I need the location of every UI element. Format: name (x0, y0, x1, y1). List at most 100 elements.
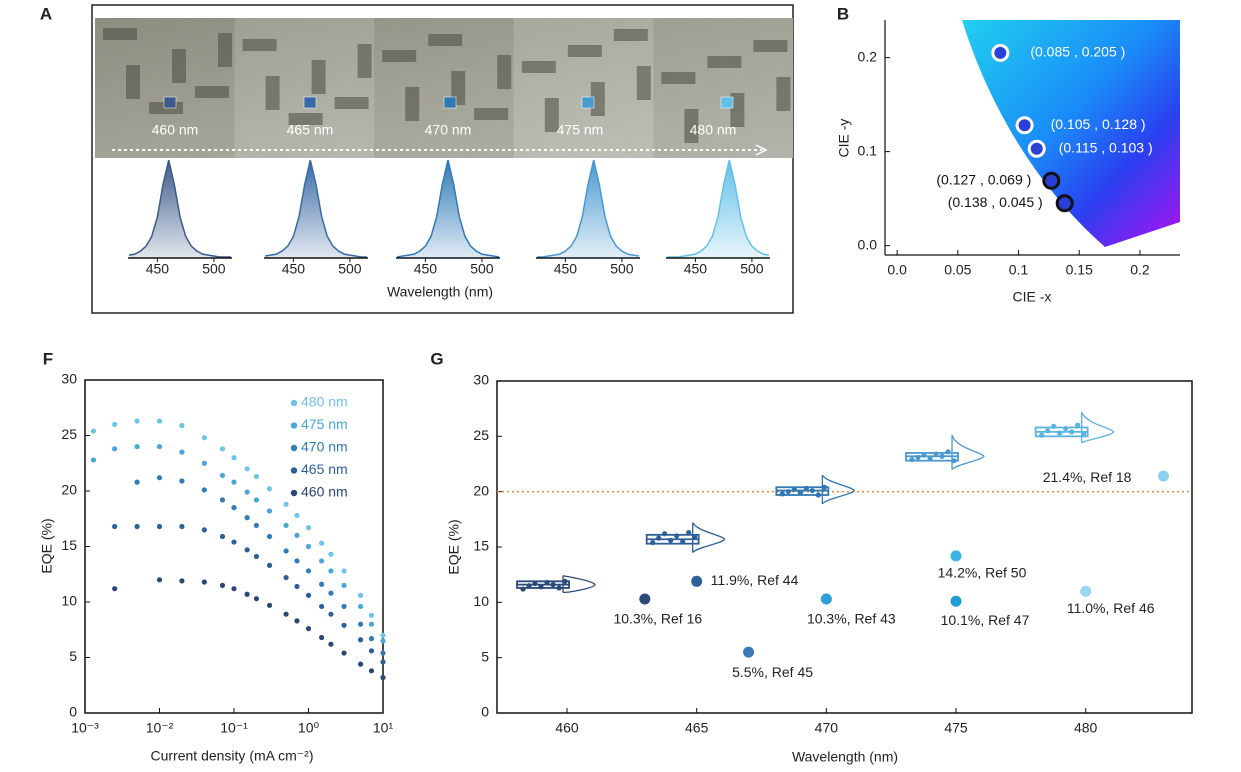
spectrum-fill (265, 160, 367, 258)
eqe-point (201, 487, 207, 493)
eqe-point (134, 444, 140, 450)
spectrum-fill (537, 160, 639, 258)
eqe-point (156, 475, 163, 481)
reference-label: 10.1%, Ref 47 (941, 612, 1030, 628)
half-violin (821, 474, 856, 505)
eqe-point (357, 661, 364, 667)
distribution-point (951, 458, 957, 464)
panel-label: F (43, 349, 53, 368)
cie-point (991, 43, 1010, 62)
spectrum-fill (667, 160, 769, 258)
photo-label: 465 nm (287, 122, 334, 138)
eqe-point (319, 540, 325, 546)
cie-point (1015, 116, 1034, 135)
eqe-point (305, 525, 312, 531)
electrode (451, 71, 466, 105)
eqe-point (201, 460, 207, 466)
eqe-point (201, 527, 207, 533)
eqe-point (134, 523, 140, 530)
y-tick-label: 0 (69, 704, 77, 720)
x-tick-label: 450 (414, 261, 438, 277)
distribution-point (933, 451, 939, 457)
point-label: (0.138 , 0.045 ) (948, 194, 1043, 210)
eqe-point (283, 611, 289, 617)
emission-spot (720, 96, 734, 109)
electrode (382, 50, 417, 62)
reference-label: 10.3%, Ref 43 (807, 611, 896, 627)
x-tick-label: 0.0 (887, 262, 907, 278)
eqe-point (357, 621, 364, 627)
y-tick-label: 0.0 (858, 236, 878, 252)
half-violin (692, 522, 726, 554)
eqe-point (368, 648, 375, 654)
eqe-point (231, 479, 237, 485)
electrode (544, 98, 559, 132)
eqe-point (341, 568, 347, 574)
eqe-point (134, 418, 140, 424)
x-tick-label: 450 (146, 261, 170, 277)
y-tick-label: 15 (473, 538, 489, 554)
x-tick-label: 500 (740, 261, 764, 277)
x-tick-label: 500 (470, 261, 494, 277)
reference-point (1080, 585, 1092, 597)
x-tick-label: 10⁰ (298, 720, 320, 736)
y-tick-label: 20 (61, 482, 77, 498)
eqe-point (368, 668, 375, 674)
distribution-point (532, 580, 538, 587)
electrode (405, 87, 420, 121)
electrode (707, 56, 742, 68)
eqe-point (231, 455, 237, 461)
eqe-point (368, 612, 375, 618)
electrode (661, 72, 696, 84)
distribution-point (945, 449, 951, 455)
electrode (103, 28, 137, 40)
electrode (242, 39, 277, 51)
eqe-point (179, 422, 185, 429)
x-axis-label: Wavelength (nm) (792, 749, 898, 765)
eqe-point (357, 603, 364, 610)
arrow-head (755, 144, 768, 156)
y-tick-label: 10 (473, 593, 489, 609)
y-tick-label: 25 (61, 426, 77, 442)
electrode (497, 55, 512, 89)
spectrum-line (667, 159, 770, 258)
x-axis-label: CIE -x (1013, 289, 1052, 305)
distribution-point (809, 487, 815, 494)
eqe-point (341, 622, 347, 628)
eqe-point (328, 611, 334, 617)
x-tick-label: 0.15 (1066, 262, 1093, 278)
eqe-point (219, 533, 226, 540)
distribution-point (1063, 425, 1069, 432)
eqe-point (380, 632, 386, 638)
electrode (195, 86, 229, 98)
eqe-point (328, 551, 334, 557)
distribution-point (692, 534, 698, 540)
emission-spot (443, 96, 457, 109)
panel-label: B (837, 4, 849, 23)
x-tick-label: 465 (685, 720, 709, 736)
distribution-point (1075, 422, 1081, 428)
distribution-point (803, 485, 809, 491)
eqe-point (90, 428, 97, 434)
eqe-point (305, 592, 312, 598)
x-tick-label: 10¹ (373, 720, 394, 736)
eqe-point (156, 523, 163, 530)
eqe-point (156, 444, 163, 450)
eqe-point (112, 523, 118, 530)
eqe-point (244, 489, 250, 495)
eqe-point (319, 603, 325, 610)
eqe-point (179, 578, 185, 584)
distribution-point (562, 578, 568, 584)
spectrum-line (537, 159, 640, 258)
x-tick-label: 450 (684, 261, 708, 277)
eqe-point (341, 650, 347, 656)
y-tick-label: 5 (69, 648, 77, 664)
reference-point (639, 593, 651, 605)
electrode (334, 97, 369, 109)
half-violin (562, 575, 596, 594)
x-tick-label: 450 (282, 261, 306, 277)
photo-label: 475 nm (557, 122, 604, 138)
electrode (636, 66, 651, 100)
electrode (776, 77, 791, 111)
electrode (126, 65, 140, 99)
